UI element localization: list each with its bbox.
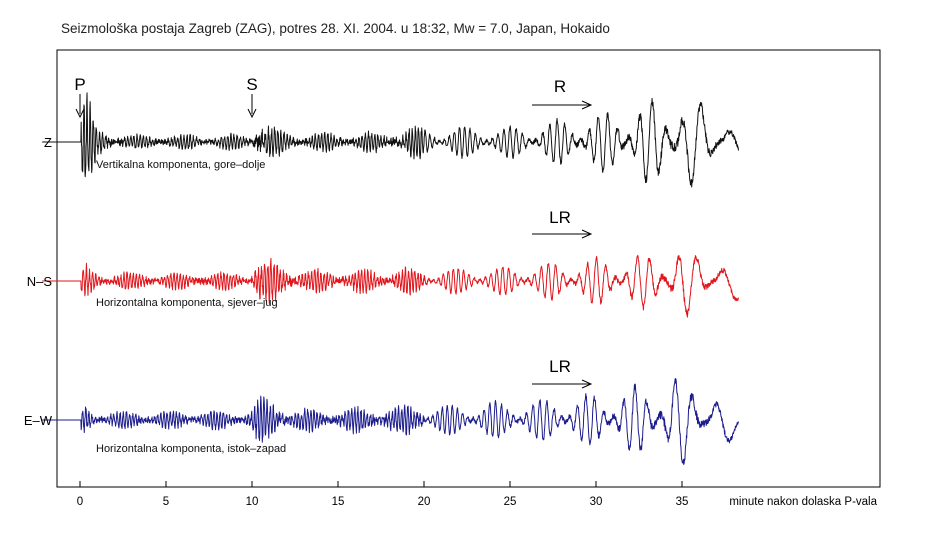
x-tick-label-25: 25 [504, 496, 517, 508]
x-tick-label-30: 30 [590, 496, 603, 508]
trace-description-z: Vertikalna komponenta, gore–dolje [96, 159, 265, 171]
wave-label-ew: LR [549, 357, 571, 376]
x-axis-label: minute nakon dolaska P-vala [729, 496, 877, 508]
wave-arrow-head-z [581, 100, 593, 110]
trace-z [41, 92, 739, 188]
wave-label-z: R [554, 77, 566, 96]
trace-ew [41, 378, 739, 465]
x-tick-label-20: 20 [418, 496, 431, 508]
trace-label-ns: N–S [27, 274, 53, 289]
trace-description-ew: Horizontalna komponenta, istok–zapad [96, 443, 286, 455]
plot-frame [56, 49, 881, 488]
x-tick-label-15: 15 [332, 496, 345, 508]
wave-arrow-head-ew [581, 379, 593, 389]
x-axis: 0 5 10 15 20 25 30 35 [77, 481, 689, 508]
trace-label-z: Z [44, 135, 52, 150]
p-phase-arrow-head [75, 108, 85, 119]
trace-label-ew: E–W [24, 413, 53, 428]
wave-arrow-head-ns [581, 229, 593, 239]
wave-label-ns: LR [549, 208, 571, 227]
trace-description-ns: Horizontalna komponenta, sjever–jug [96, 297, 278, 309]
trace-ns [41, 254, 739, 318]
s-phase-label: S [246, 75, 257, 94]
traces-group [41, 92, 739, 465]
x-tick-label-35: 35 [676, 496, 689, 508]
p-phase-label: P [74, 75, 85, 94]
chart-title: Seizmološka postaja Zagreb (ZAG), potres… [61, 21, 610, 36]
x-tick-label-0: 0 [77, 496, 83, 508]
s-phase-arrow-head [247, 108, 257, 119]
x-tick-label-5: 5 [163, 496, 169, 508]
x-tick-label-10: 10 [246, 496, 259, 508]
